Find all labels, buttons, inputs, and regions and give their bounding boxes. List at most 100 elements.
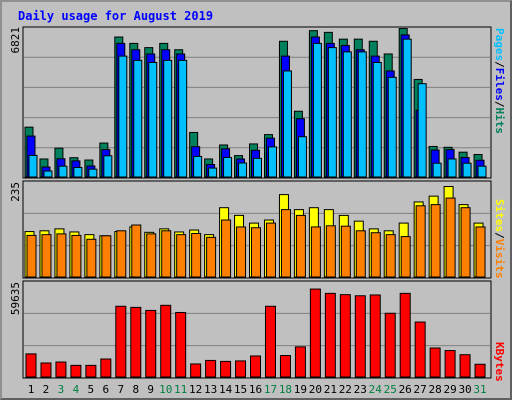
hits-bar-day-5 xyxy=(88,168,98,178)
x-tick-label-day-27: 27 xyxy=(414,383,427,396)
hits-bar-day-18 xyxy=(282,70,292,178)
x-tick-label-day-1: 1 xyxy=(28,383,35,396)
sites-bar-day-6 xyxy=(101,235,112,278)
kbytes-bar-day-5 xyxy=(85,364,97,378)
sites-bar-day-4 xyxy=(71,234,82,278)
hits-bar-day-25 xyxy=(387,76,397,178)
sites-bar-day-12 xyxy=(191,232,202,278)
sites-bar-day-21 xyxy=(325,225,336,278)
sites-bar-day-22 xyxy=(340,225,351,278)
sites-bar-day-10 xyxy=(161,230,172,278)
sites-bar-day-29 xyxy=(445,197,456,278)
hits-bar-day-20 xyxy=(312,42,322,178)
hits-bar-day-17 xyxy=(267,146,277,178)
legend-kbytes: KBytes xyxy=(493,342,506,382)
kbytes-bar-day-29 xyxy=(444,350,456,378)
hits-bar-day-24 xyxy=(372,61,382,178)
sites-bar-day-19 xyxy=(295,214,306,278)
x-tick-label-day-26: 26 xyxy=(399,383,412,396)
kbytes-bar-day-12 xyxy=(190,363,202,378)
sites-bar-day-25 xyxy=(385,234,396,278)
hits-bar-day-11 xyxy=(178,59,188,178)
sites-bar-day-24 xyxy=(370,232,381,278)
hits-bar-day-15 xyxy=(238,162,248,178)
hits-bar-day-9 xyxy=(148,61,158,178)
kbytes-bar-day-15 xyxy=(235,360,247,378)
kbytes-bar-day-4 xyxy=(70,364,82,378)
kbytes-bar-day-21 xyxy=(324,292,336,378)
sites-bar-day-28 xyxy=(430,204,441,278)
hits-bar-day-19 xyxy=(297,136,307,178)
legend-visits-sites: Sites/Visits xyxy=(493,199,506,279)
kbytes-bar-day-24 xyxy=(369,294,381,378)
x-tick-label-day-5: 5 xyxy=(88,383,95,396)
legend-hits-files-pages-part: Files xyxy=(493,68,506,101)
x-tick-label-day-29: 29 xyxy=(443,383,456,396)
sites-bar-day-18 xyxy=(280,209,291,278)
x-tick-label-day-22: 22 xyxy=(339,383,352,396)
x-tick-label-day-28: 28 xyxy=(429,383,442,396)
x-tick-label-day-3: 3 xyxy=(58,383,65,396)
kbytes-bar-day-28 xyxy=(429,347,441,378)
sites-bar-day-16 xyxy=(251,227,262,278)
hits-bar-day-26 xyxy=(402,38,412,178)
x-tick-label-day-16: 16 xyxy=(249,383,262,396)
legend-kbytes-part: KBytes xyxy=(493,342,506,382)
x-tick-label-day-9: 9 xyxy=(147,383,154,396)
sites-bar-day-14 xyxy=(221,219,232,278)
kbytes-bar-day-27 xyxy=(414,321,426,378)
hits-bar-day-1 xyxy=(28,154,38,178)
sites-bar-day-8 xyxy=(131,224,142,278)
legend-visits-sites-part: Sites xyxy=(493,199,506,232)
kbytes-bar-day-31 xyxy=(474,363,486,378)
hits-bar-day-4 xyxy=(73,166,83,178)
kbytes-bar-day-14 xyxy=(220,360,232,378)
x-tick-label-day-8: 8 xyxy=(132,383,139,396)
hits-bar-day-13 xyxy=(208,167,218,178)
legend-hits-files-pages-part: Hits xyxy=(493,108,506,135)
kbytes-bar-day-13 xyxy=(205,359,217,378)
sites-bar-day-5 xyxy=(86,238,97,278)
x-tick-label-day-24: 24 xyxy=(369,383,383,396)
kbytes-bar-day-22 xyxy=(339,294,351,378)
hits-bar-day-12 xyxy=(193,155,203,178)
sites-bar-day-31 xyxy=(475,226,486,278)
y-max-label-hits: 6821 xyxy=(9,27,22,54)
kbytes-bar-day-2 xyxy=(40,362,52,378)
sites-bar-day-23 xyxy=(355,230,366,278)
kbytes-bar-day-11 xyxy=(175,311,187,378)
x-tick-label-day-4: 4 xyxy=(73,383,80,396)
sites-bar-day-27 xyxy=(415,205,426,278)
hits-bar-day-27 xyxy=(417,83,427,178)
x-tick-label-day-6: 6 xyxy=(103,383,110,396)
sites-bar-day-11 xyxy=(176,234,187,278)
legend-hits-files-pages: Pages/Files/Hits xyxy=(493,28,506,134)
hits-bar-day-3 xyxy=(58,165,68,178)
legend-hits-files-pages-part: Pages xyxy=(493,28,506,61)
sites-bar-day-13 xyxy=(206,236,217,278)
sites-bar-day-26 xyxy=(400,236,411,278)
hits-bar-day-14 xyxy=(223,156,233,178)
legend-visits-sites-part: Visits xyxy=(493,239,506,279)
x-tick-label-day-31: 31 xyxy=(473,383,486,396)
sites-bar-day-9 xyxy=(146,233,157,278)
y-max-label-kbytes: 59635 xyxy=(9,282,22,315)
legend-hits-files-pages-part: / xyxy=(493,101,506,108)
kbytes-bar-day-23 xyxy=(354,295,366,378)
x-tick-label-day-11: 11 xyxy=(174,383,187,396)
kbytes-bar-day-6 xyxy=(100,358,112,378)
kbytes-bar-day-10 xyxy=(160,304,172,378)
legend-visits-sites-part: / xyxy=(493,232,506,239)
x-tick-label-day-10: 10 xyxy=(159,383,172,396)
legend-hits-files-pages-part: / xyxy=(493,61,506,68)
sites-bar-day-30 xyxy=(460,207,471,278)
x-tick-label-day-15: 15 xyxy=(234,383,247,396)
y-max-label-visits: 235 xyxy=(9,182,22,202)
hits-bar-day-10 xyxy=(163,59,173,178)
sites-bar-day-15 xyxy=(236,226,247,278)
hits-bar-day-23 xyxy=(357,51,367,178)
sites-bar-day-1 xyxy=(26,234,37,278)
x-tick-label-day-12: 12 xyxy=(189,383,202,396)
hits-bar-day-6 xyxy=(103,155,113,178)
